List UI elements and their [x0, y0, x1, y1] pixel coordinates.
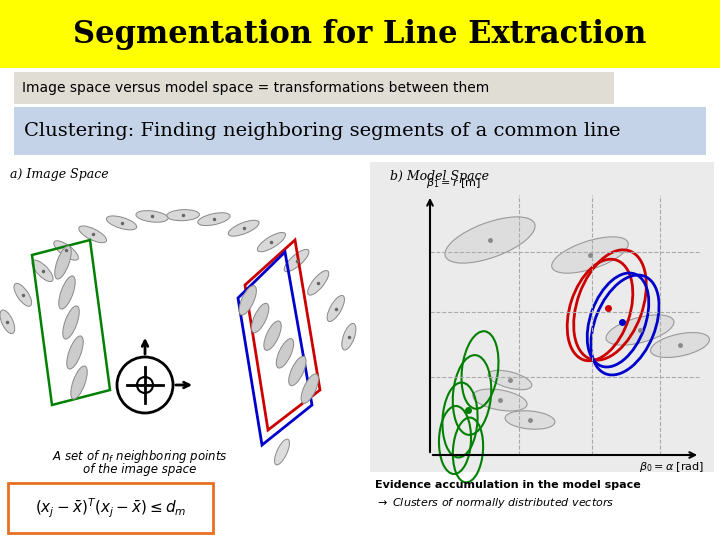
Ellipse shape [257, 233, 286, 252]
Ellipse shape [63, 306, 79, 339]
Text: of the image space: of the image space [84, 463, 197, 476]
Text: a) Image Space: a) Image Space [10, 168, 109, 181]
Ellipse shape [198, 213, 230, 226]
Ellipse shape [59, 276, 75, 309]
Text: $\rightarrow$ Clusters of normally distributed vectors: $\rightarrow$ Clusters of normally distr… [375, 496, 614, 510]
Ellipse shape [54, 241, 78, 260]
Bar [0, 0, 720, 68]
Circle shape [117, 357, 173, 413]
Ellipse shape [488, 370, 532, 390]
Ellipse shape [284, 249, 309, 272]
Text: Segmentation for Line Extraction: Segmentation for Line Extraction [73, 18, 647, 50]
Bar [14, 107, 706, 155]
Circle shape [137, 377, 153, 393]
Ellipse shape [473, 389, 527, 411]
Bar [14, 72, 614, 104]
Text: $\beta_0 = \alpha$ [rad]: $\beta_0 = \alpha$ [rad] [639, 460, 704, 474]
Ellipse shape [289, 356, 306, 386]
Ellipse shape [67, 336, 84, 369]
Bar [8, 483, 213, 533]
Ellipse shape [239, 286, 256, 315]
Ellipse shape [166, 210, 199, 221]
Ellipse shape [651, 333, 709, 357]
Ellipse shape [32, 260, 53, 281]
Ellipse shape [276, 339, 294, 368]
Ellipse shape [78, 226, 107, 242]
Ellipse shape [307, 271, 329, 295]
Text: $\beta_1 = r$ [m]: $\beta_1 = r$ [m] [426, 176, 481, 190]
Ellipse shape [0, 310, 14, 334]
Ellipse shape [107, 216, 137, 230]
Ellipse shape [301, 374, 318, 403]
Ellipse shape [274, 439, 289, 465]
Ellipse shape [445, 217, 535, 263]
Ellipse shape [136, 211, 168, 222]
Ellipse shape [55, 246, 71, 279]
Ellipse shape [264, 321, 282, 350]
Ellipse shape [251, 303, 269, 333]
Text: A set of $n_f$ neighboring points: A set of $n_f$ neighboring points [52, 448, 228, 465]
Text: Evidence accumulation in the model space: Evidence accumulation in the model space [375, 480, 641, 490]
Text: b) Model Space: b) Model Space [390, 170, 489, 183]
Ellipse shape [14, 284, 32, 306]
Ellipse shape [552, 237, 629, 273]
Text: Clustering: Finding neighboring segments of a common line: Clustering: Finding neighboring segments… [24, 122, 621, 140]
Text: Image space versus model space = transformations between them: Image space versus model space = transfo… [22, 81, 490, 95]
Bar [370, 162, 714, 472]
Ellipse shape [327, 295, 344, 321]
Ellipse shape [505, 411, 555, 429]
Ellipse shape [71, 366, 87, 399]
Ellipse shape [342, 323, 356, 350]
Ellipse shape [606, 315, 674, 345]
Ellipse shape [228, 220, 259, 236]
Text: $(x_j - \bar{x})^T(x_j - \bar{x}) \leq d_m$: $(x_j - \bar{x})^T(x_j - \bar{x}) \leq d… [35, 496, 186, 519]
